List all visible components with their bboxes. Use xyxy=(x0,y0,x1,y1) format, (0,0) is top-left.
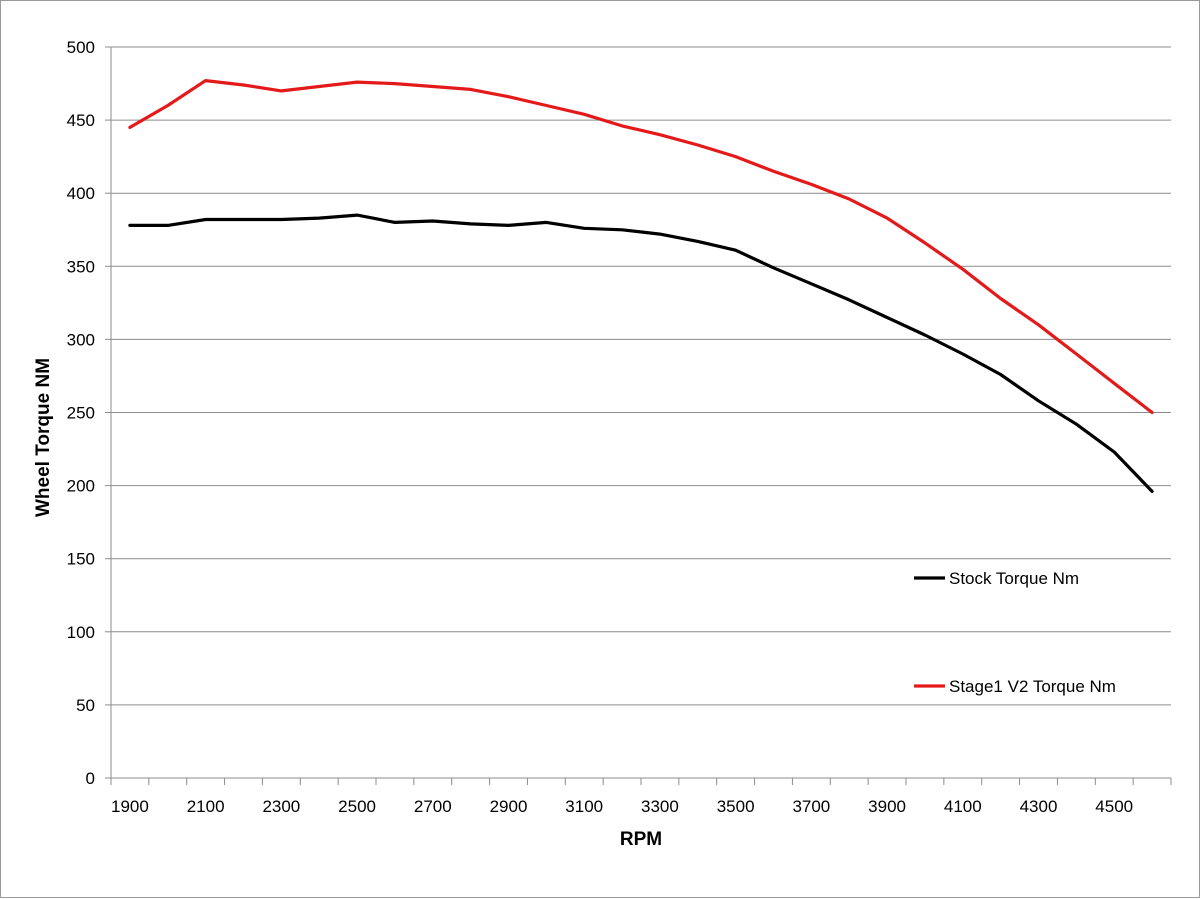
axes: 0 50 100 150 200 250 300 350 400 450 500 1900 2100 23… xyxy=(67,38,1172,816)
y-tick-label: 200 xyxy=(67,477,95,496)
x-axis-title: RPM xyxy=(620,829,662,850)
x-tick-label: 4300 xyxy=(1020,797,1058,816)
x-tick-label: 2900 xyxy=(490,797,528,816)
gridlines xyxy=(111,46,1171,706)
y-tick-label: 0 xyxy=(86,769,95,788)
x-tick-label: 2700 xyxy=(414,797,452,816)
x-tick-label: 1900 xyxy=(111,797,149,816)
y-tick-label: 450 xyxy=(67,111,95,130)
legend-label: Stock Torque Nm xyxy=(949,569,1079,588)
legend: Stock Torque Nm Stage1 V2 Torque Nm xyxy=(914,569,1116,696)
y-tick-label: 400 xyxy=(67,184,95,203)
y-tick-label: 100 xyxy=(67,623,95,642)
series-line-stock xyxy=(128,213,1154,493)
x-tick-label: 3700 xyxy=(792,797,830,816)
series-line-stage1-v2 xyxy=(128,78,1154,415)
y-tick-label: 350 xyxy=(67,257,95,276)
x-tick-label: 2300 xyxy=(262,797,300,816)
y-tick-label: 300 xyxy=(67,330,95,349)
x-tick-label: 2100 xyxy=(187,797,225,816)
x-tick-label: 4100 xyxy=(944,797,982,816)
y-tick-label: 150 xyxy=(67,550,95,569)
y-axis-title: Wheel Torque NM xyxy=(33,358,54,517)
y-tick-label: 50 xyxy=(76,696,95,715)
y-tick-label: 250 xyxy=(67,404,95,423)
y-tick-label: 500 xyxy=(67,38,95,57)
x-tick-label: 3900 xyxy=(868,797,906,816)
series-lines xyxy=(128,78,1154,493)
x-tick-label: 4500 xyxy=(1095,797,1133,816)
x-tick-label: 2500 xyxy=(338,797,376,816)
legend-label: Stage1 V2 Torque Nm xyxy=(949,677,1116,696)
x-tick-label: 3300 xyxy=(641,797,679,816)
x-tick-label: 3100 xyxy=(565,797,603,816)
x-tick-label: 3500 xyxy=(717,797,755,816)
